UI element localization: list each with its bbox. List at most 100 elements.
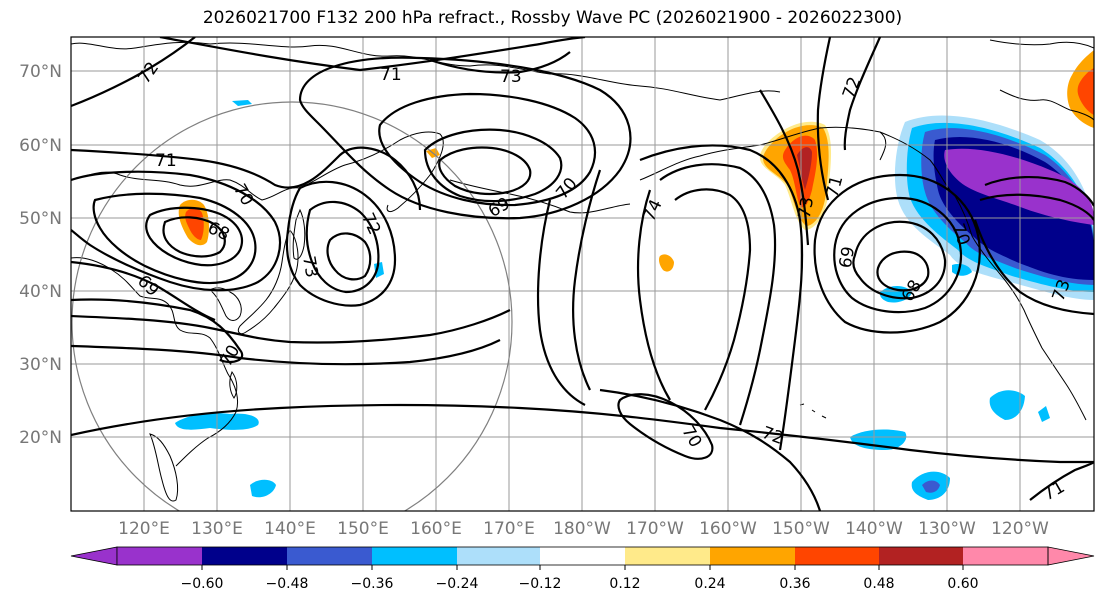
negative-blob-bering bbox=[952, 263, 972, 276]
colorbar-segment bbox=[795, 547, 879, 565]
contour-np-low-core bbox=[876, 250, 930, 292]
colorbar-segment bbox=[202, 547, 287, 565]
contour-71-alaska bbox=[816, 37, 832, 201]
coast-kamchatka bbox=[299, 131, 444, 213]
positive-anomaly-arctic-red bbox=[1077, 68, 1094, 115]
contour-low-asia-mid bbox=[92, 192, 257, 285]
colorbar-tick-label: −0.12 bbox=[519, 576, 562, 592]
lat-labels: 70°N 60°N 50°N 40°N 30°N 20°N bbox=[19, 62, 62, 448]
colorbar-tick-label: 0.48 bbox=[863, 576, 894, 592]
lat-label: 50°N bbox=[19, 209, 62, 229]
anomaly-fills bbox=[175, 50, 1094, 500]
lon-label: 170°W bbox=[626, 519, 684, 539]
lat-label: 20°N bbox=[19, 428, 62, 448]
contour-gulf-ridge-outer bbox=[639, 144, 804, 451]
lon-label: 150°W bbox=[772, 519, 830, 539]
colorbar: −0.60 −0.48 −0.36 −0.24 −0.12 0.12 0.24 … bbox=[70, 546, 1095, 592]
colorbar-tick-label: 0.36 bbox=[779, 576, 810, 592]
negative-blob-philippines bbox=[250, 479, 276, 498]
contour-ne-ridge bbox=[984, 176, 1094, 207]
contour-low-asia-core bbox=[162, 216, 226, 258]
lat-label: 30°N bbox=[19, 355, 62, 375]
colorbar-ticks bbox=[201, 565, 964, 570]
coast-philippines bbox=[149, 433, 179, 502]
lon-label: 180°W bbox=[553, 519, 611, 539]
contour-bering-low-inner bbox=[423, 128, 563, 203]
negative-blob-east-pacific-1 bbox=[989, 390, 1025, 420]
colorbar-tick-label: −0.24 bbox=[436, 576, 479, 592]
contour-ne-ridge-2 bbox=[979, 193, 1094, 221]
negative-anomaly-na-purple bbox=[944, 148, 1094, 225]
contour-70-subtropic bbox=[617, 393, 714, 460]
contour-label: 73 bbox=[500, 67, 522, 87]
contour-np-low-mid bbox=[833, 196, 963, 314]
colorbar-tick-label: −0.60 bbox=[181, 576, 224, 592]
contour-gulf-ridge-mid bbox=[659, 163, 777, 426]
colorbar-segment bbox=[963, 547, 1048, 565]
lon-label: 120°E bbox=[118, 519, 170, 539]
contour-73-alaska bbox=[759, 89, 810, 246]
contour-midpac-ridge-outer bbox=[536, 199, 586, 406]
contour-label: 71 bbox=[155, 151, 177, 171]
lon-label: 160°W bbox=[699, 519, 757, 539]
lat-label: 70°N bbox=[19, 62, 62, 82]
contour-71-westjet bbox=[71, 146, 422, 211]
coast-siberia-north bbox=[71, 41, 781, 101]
negative-blob-west-of-ca bbox=[1038, 406, 1050, 422]
lon-label: 140°W bbox=[845, 519, 903, 539]
colorbar-tick-label: −0.36 bbox=[351, 576, 394, 592]
plot-frame bbox=[70, 36, 1095, 512]
contour-gulf-ridge-inner bbox=[674, 188, 752, 411]
contour-bering-low-mid bbox=[378, 92, 597, 207]
colorbar-segment bbox=[372, 547, 457, 565]
coast-na-west bbox=[879, 131, 1087, 421]
contour-low-asia-inner bbox=[145, 206, 244, 267]
negative-blob-arctic bbox=[232, 100, 252, 106]
colorbar-segment bbox=[540, 547, 625, 565]
contour-70-dateline bbox=[572, 169, 602, 391]
contour-high-japan-outer bbox=[285, 180, 397, 307]
coast-east-asia bbox=[71, 257, 239, 467]
contour-71-se bbox=[1029, 461, 1094, 501]
colorbar-segment bbox=[710, 547, 795, 565]
coast-sakhalin bbox=[292, 208, 306, 260]
contour-np-low-inner bbox=[852, 220, 947, 300]
negative-blob-east-pacific-2-inner bbox=[922, 480, 940, 493]
colorbar-segment bbox=[117, 547, 202, 565]
contour-lower-2 bbox=[71, 339, 501, 366]
coast-arctic-islands bbox=[989, 39, 1094, 49]
coast-okhotsk-west bbox=[71, 171, 301, 201]
colorbar-segment bbox=[457, 547, 540, 565]
contour-label: 73 bbox=[795, 195, 818, 220]
contour-70-ne bbox=[973, 219, 1094, 316]
coastlines bbox=[71, 39, 1094, 502]
contour-72-ne bbox=[843, 37, 882, 151]
contour-lower-3 bbox=[71, 403, 1094, 464]
region-circle bbox=[71, 101, 513, 511]
contour-72-subtropic bbox=[599, 388, 822, 511]
map-title: 2026021700 F132 200 hPa refract., Rossby… bbox=[202, 8, 903, 28]
contour-lower-1 bbox=[71, 309, 511, 344]
contour-np-low-outer bbox=[813, 173, 981, 334]
contour-71-top bbox=[159, 37, 586, 72]
contour-73-top bbox=[429, 51, 571, 74]
contour-label: 69 bbox=[836, 245, 859, 270]
refractivity-contours bbox=[71, 37, 1094, 511]
lon-label: 130°W bbox=[918, 519, 976, 539]
coast-hudson bbox=[999, 89, 1094, 121]
contour-bering-low-core bbox=[438, 146, 532, 196]
negative-blob-japan bbox=[374, 262, 384, 278]
contour-70-japan bbox=[71, 298, 244, 364]
positive-blob-central-pacific bbox=[659, 254, 674, 272]
colorbar-tick-label: −0.48 bbox=[266, 576, 309, 592]
lat-label: 60°N bbox=[19, 136, 62, 156]
contour-high-japan-inner bbox=[326, 232, 372, 281]
colorbar-tick-label: 0.12 bbox=[609, 576, 640, 592]
colorbar-tick-label: 0.60 bbox=[947, 576, 978, 592]
contour-label: 73 bbox=[298, 255, 321, 280]
contour-high-japan-mid bbox=[305, 200, 380, 294]
coast-taiwan bbox=[229, 370, 238, 399]
lon-label: 130°E bbox=[191, 519, 243, 539]
lon-label: 150°E bbox=[337, 519, 389, 539]
